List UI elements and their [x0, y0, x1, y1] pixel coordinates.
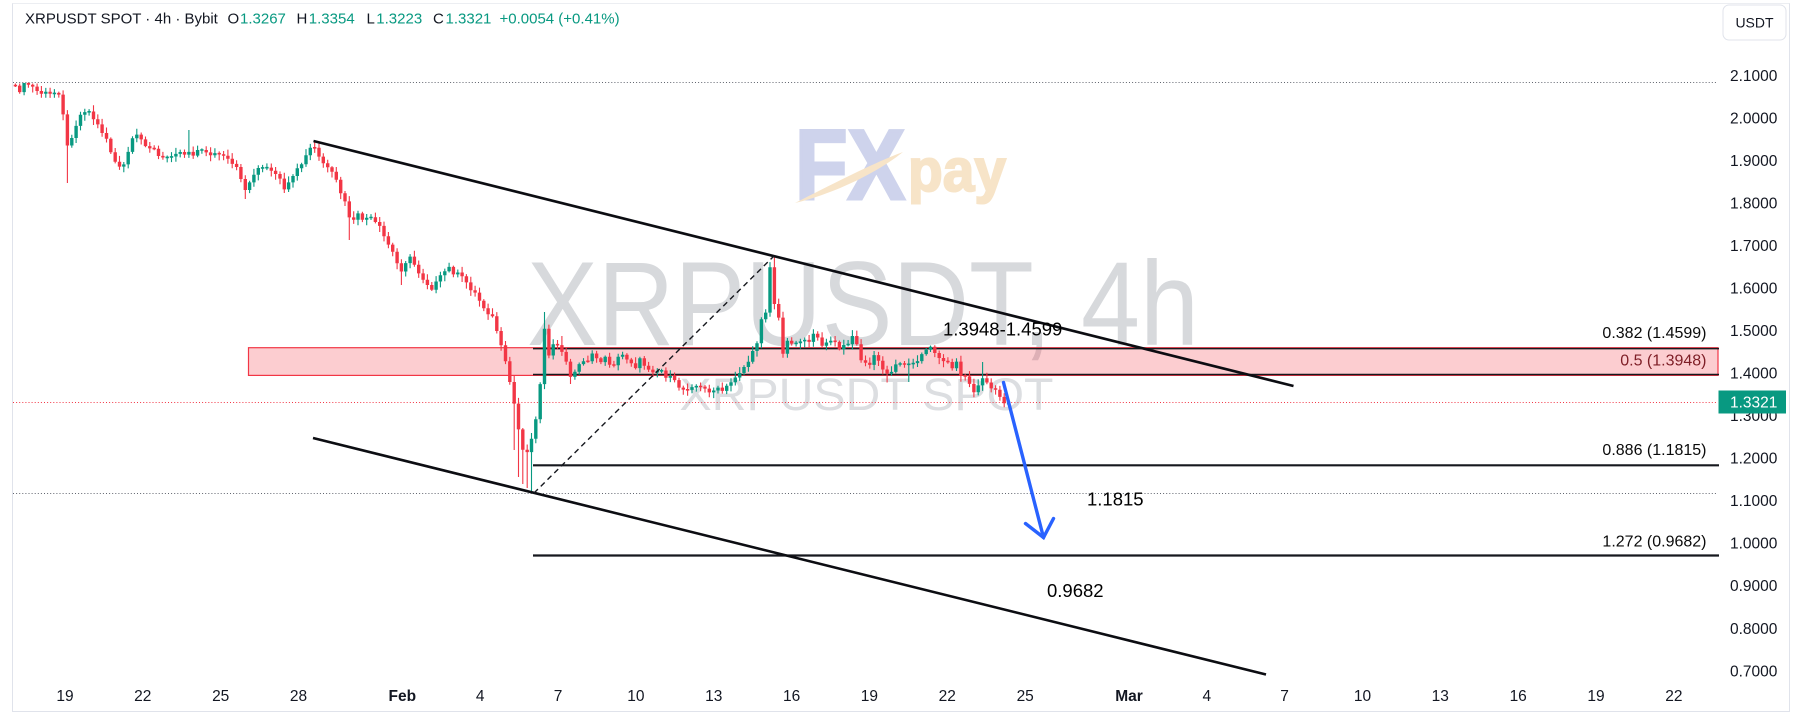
svg-text:19: 19	[56, 688, 73, 705]
svg-text:L: L	[367, 11, 375, 28]
svg-text:10: 10	[627, 688, 645, 705]
svg-text:4: 4	[1202, 688, 1211, 705]
svg-text:1.2000: 1.2000	[1730, 451, 1778, 468]
svg-text:0.8000: 0.8000	[1730, 621, 1778, 638]
svg-text:C: C	[433, 11, 444, 28]
svg-text:1.8000: 1.8000	[1730, 196, 1778, 213]
svg-text:0.7000: 0.7000	[1730, 663, 1778, 680]
svg-text:25: 25	[212, 688, 229, 705]
svg-text:16: 16	[1510, 688, 1527, 705]
svg-text:pay: pay	[908, 137, 1007, 204]
svg-text:19: 19	[861, 688, 878, 705]
svg-text:1.3948-1.4599: 1.3948-1.4599	[943, 319, 1062, 340]
svg-text:1.0000: 1.0000	[1730, 536, 1778, 553]
svg-text:XRPUSDT SPOT · 4h · Bybit: XRPUSDT SPOT · 4h · Bybit	[25, 11, 219, 28]
svg-text:1.3321: 1.3321	[1730, 395, 1777, 412]
svg-text:1.9000: 1.9000	[1730, 153, 1778, 170]
svg-text:7: 7	[1280, 688, 1289, 705]
svg-text:O: O	[228, 11, 240, 28]
svg-text:22: 22	[134, 688, 151, 705]
svg-text:Feb: Feb	[389, 688, 417, 705]
svg-text:0.9682: 0.9682	[1047, 580, 1104, 601]
svg-text:1.3267: 1.3267	[240, 11, 286, 28]
svg-text:XRPUSDT SPOT: XRPUSDT SPOT	[680, 369, 1054, 420]
svg-text:0.382 (1.4599): 0.382 (1.4599)	[1602, 325, 1706, 342]
svg-text:4: 4	[476, 688, 485, 705]
svg-text:19: 19	[1587, 688, 1604, 705]
svg-text:1.1000: 1.1000	[1730, 493, 1778, 510]
svg-text:0.5 (1.3948): 0.5 (1.3948)	[1620, 353, 1706, 370]
svg-text:13: 13	[705, 688, 722, 705]
svg-text:7: 7	[554, 688, 563, 705]
svg-text:22: 22	[939, 688, 956, 705]
svg-text:1.1815: 1.1815	[1087, 489, 1144, 510]
svg-text:2.0000: 2.0000	[1730, 111, 1778, 128]
svg-text:1.272 (0.9682): 1.272 (0.9682)	[1602, 534, 1706, 551]
svg-text:0.886 (1.1815): 0.886 (1.1815)	[1602, 442, 1706, 459]
svg-text:25: 25	[1017, 688, 1034, 705]
svg-text:1.7000: 1.7000	[1730, 238, 1778, 255]
svg-text:13: 13	[1432, 688, 1449, 705]
svg-text:1.5000: 1.5000	[1730, 323, 1778, 340]
svg-text:1.3223: 1.3223	[376, 11, 422, 28]
svg-text:USDT: USDT	[1735, 15, 1774, 31]
svg-text:+0.0054 (+0.41%): +0.0054 (+0.41%)	[500, 11, 620, 28]
svg-text:1.6000: 1.6000	[1730, 281, 1778, 298]
svg-text:0.9000: 0.9000	[1730, 578, 1778, 595]
svg-text:22: 22	[1665, 688, 1682, 705]
svg-text:Mar: Mar	[1115, 688, 1143, 705]
svg-text:28: 28	[290, 688, 307, 705]
svg-text:H: H	[297, 11, 308, 28]
svg-text:1.3354: 1.3354	[309, 11, 355, 28]
svg-text:FX: FX	[795, 109, 905, 220]
svg-text:1.4000: 1.4000	[1730, 366, 1778, 383]
svg-text:1.3321: 1.3321	[446, 11, 492, 28]
svg-text:10: 10	[1354, 688, 1372, 705]
svg-text:2.1000: 2.1000	[1730, 68, 1778, 85]
svg-text:16: 16	[783, 688, 800, 705]
